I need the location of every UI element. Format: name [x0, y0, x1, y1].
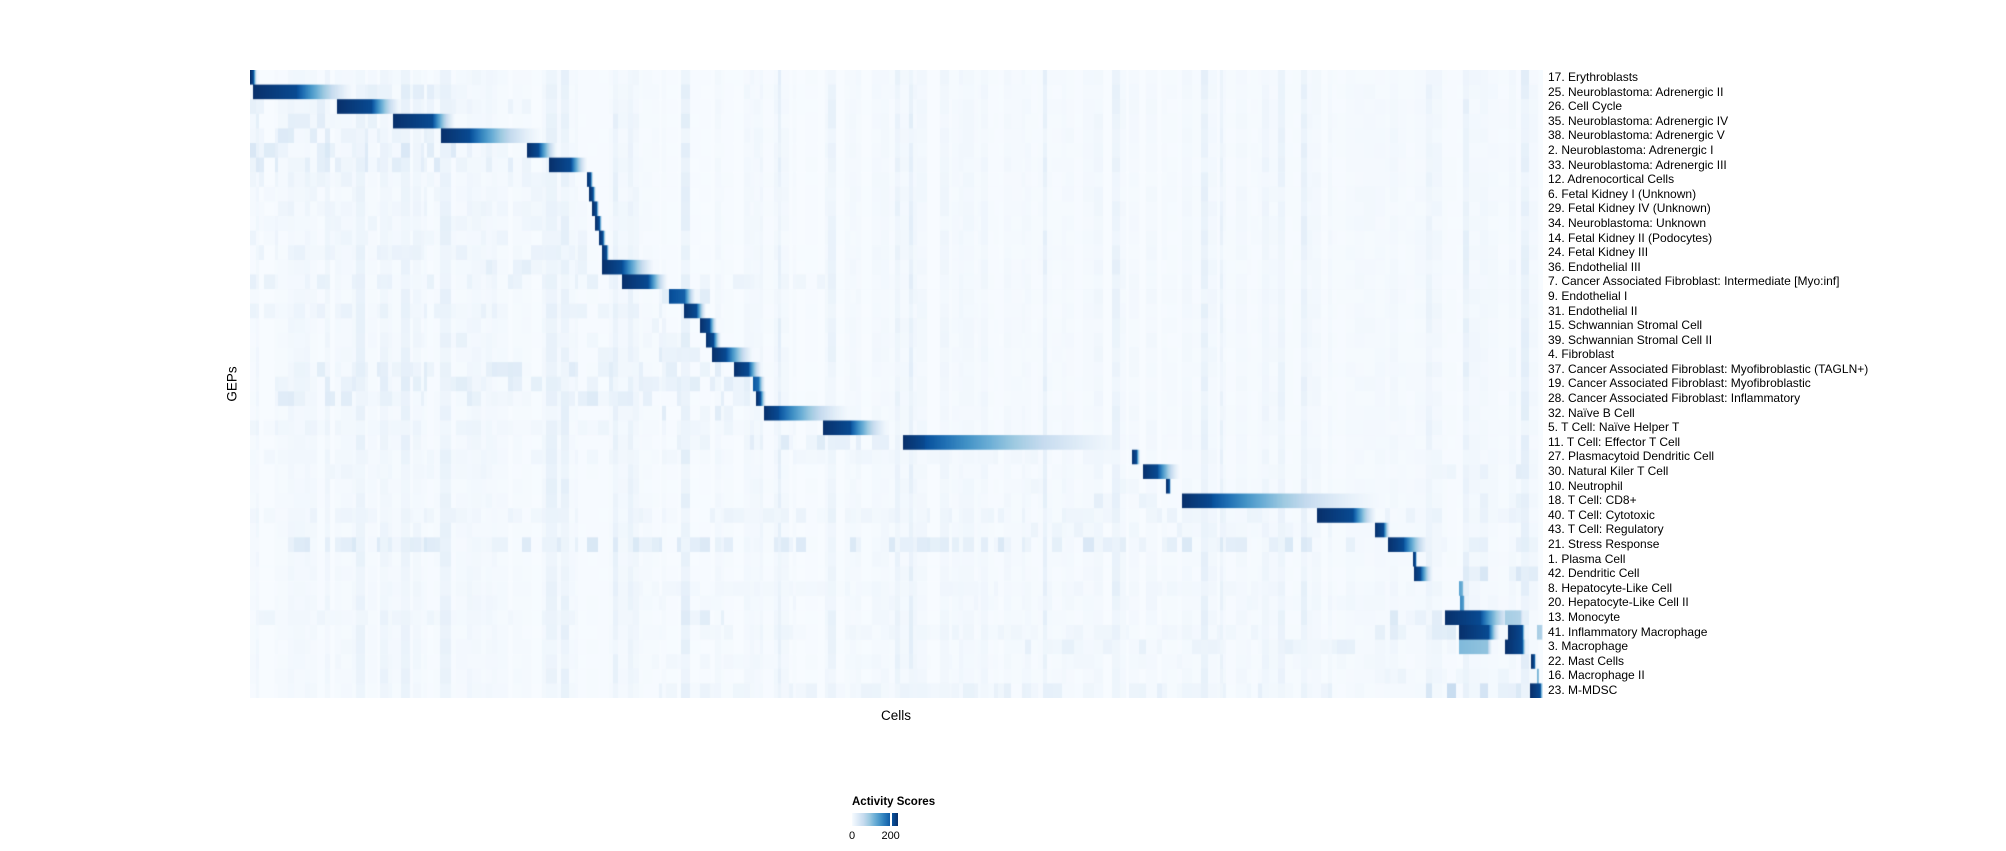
gep-row-label: 24. Fetal Kidney III [1548, 245, 1649, 260]
gep-row-label: 33. Neuroblastoma: Adrenergic III [1548, 157, 1727, 172]
gep-row-label: 37. Cancer Associated Fibroblast: Myofib… [1548, 361, 1869, 376]
gep-row-label: 3. Macrophage [1548, 639, 1629, 654]
gep-row-label: 14. Fetal Kidney II (Podocytes) [1548, 230, 1713, 245]
gep-row-label: 7. Cancer Associated Fibroblast: Interme… [1548, 274, 1840, 289]
gep-row-label: 13. Monocyte [1548, 609, 1621, 624]
gep-row-label: 16. Macrophage II [1548, 668, 1645, 683]
gep-row-label: 18. T Cell: CD8+ [1548, 493, 1637, 508]
gep-row-label: 40. T Cell: Cytotoxic [1548, 507, 1655, 522]
legend: Activity Scores 0 200 [848, 796, 992, 844]
gep-row-label: 42. Dendritic Cell [1548, 566, 1640, 581]
gep-row-label: 28. Cancer Associated Fibroblast: Inflam… [1548, 391, 1801, 406]
gep-row-label: 35. Neuroblastoma: Adrenergic IV [1548, 113, 1729, 128]
gep-row-label: 41. Inflammatory Macrophage [1548, 624, 1708, 639]
gep-row-label: 36. Endothelial III [1548, 259, 1641, 274]
gep-row-label: 39. Schwannian Stromal Cell II [1548, 332, 1713, 347]
colorbar [852, 813, 898, 826]
gep-row-label: 34. Neuroblastoma: Unknown [1548, 215, 1707, 230]
gep-row-label: 11. T Cell: Effector T Cell [1548, 434, 1681, 449]
gep-row-label: 26. Cell Cycle [1548, 99, 1623, 114]
gep-row-label: 32. Naïve B Cell [1548, 405, 1635, 420]
gep-row-label: 25. Neuroblastoma: Adrenergic II [1548, 84, 1724, 99]
gep-row-label: 6. Fetal Kidney I (Unknown) [1548, 186, 1697, 201]
gep-row-label: 23. M-MDSC [1548, 682, 1618, 697]
x-axis-label: Cells [880, 708, 912, 723]
gep-row-label: 31. Endothelial II [1548, 303, 1638, 318]
gep-row-label: 29. Fetal Kidney IV (Unknown) [1548, 201, 1711, 216]
gep-row-label: 43. T Cell: Regulatory [1548, 522, 1664, 537]
gep-row-label: 5. T Cell: Naïve Helper T [1548, 420, 1680, 435]
gep-row-label: 20. Hepatocyte-Like Cell II [1548, 595, 1689, 610]
heatmap [250, 70, 1543, 698]
gep-row-label: 12. Adrenocortical Cells [1548, 172, 1675, 187]
gep-row-label: 15. Schwannian Stromal Cell [1548, 318, 1703, 333]
gep-row-label: 19. Cancer Associated Fibroblast: Myofib… [1548, 376, 1811, 391]
legend-title: Activity Scores [852, 796, 936, 808]
gep-row-label: 10. Neutrophil [1548, 478, 1623, 493]
gep-row-label: 1. Plasma Cell [1548, 551, 1626, 566]
colorbar-tick-label-min: 0 [848, 830, 856, 842]
gep-row-label: 22. Mast Cells [1548, 653, 1625, 668]
y-axis-label: GEPs [224, 366, 240, 402]
gep-row-label: 38. Neuroblastoma: Adrenergic V [1548, 128, 1725, 143]
gep-row-label: 8. Hepatocyte-Like Cell [1548, 580, 1673, 595]
gep-row-label: 30. Natural Kiler T Cell [1548, 464, 1669, 479]
colorbar-tick-label-max: 200 [881, 830, 900, 842]
gep-row-label: 2. Neuroblastoma: Adrenergic I [1548, 142, 1714, 157]
gep-row-label: 27. Plasmacytoid Dendritic Cell [1548, 449, 1715, 464]
row-labels: 17. Erythroblasts 25. Neuroblastoma: Adre… [1548, 70, 1868, 698]
gep-row-label: 17. Erythroblasts [1548, 70, 1639, 84]
colorbar-tick-mark [889, 813, 892, 826]
gep-row-label: 21. Stress Response [1548, 537, 1660, 551]
gep-row-label: 9. Endothelial I [1548, 288, 1628, 303]
gep-row-label: 4. Fibroblast [1548, 347, 1615, 362]
colorbar-ticks: 0 200 [848, 830, 900, 844]
